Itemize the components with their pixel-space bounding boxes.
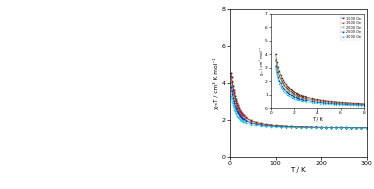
X-axis label: T / K: T / K [291, 167, 306, 174]
Y-axis label: χₘT / cm³ K mol⁻¹: χₘT / cm³ K mol⁻¹ [213, 57, 219, 109]
